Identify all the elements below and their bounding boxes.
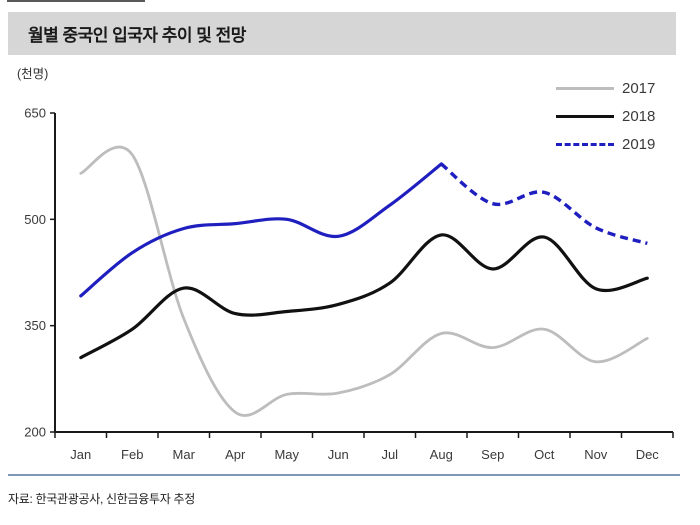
chart-title: 월별 중국인 입국자 추이 및 전망: [28, 26, 246, 45]
legend-line-2019: [556, 143, 614, 146]
series-2019-forecast-line: [440, 162, 648, 246]
y-tick-label: 650: [24, 106, 46, 121]
series-2017-line: [79, 145, 649, 417]
x-tick-label: Oct: [534, 447, 555, 462]
x-tick-label: Aug: [430, 447, 453, 462]
y-tick-label: 350: [24, 318, 46, 333]
y-tick-label: 500: [24, 212, 46, 227]
y-axis-unit-label: (천명): [17, 67, 49, 81]
legend-line-2018: [556, 115, 614, 118]
legend-label-2017: 2017: [622, 80, 656, 97]
x-tick-label: Mar: [173, 447, 196, 462]
x-tick-label: Jan: [70, 447, 91, 462]
source-note: 자료: 한국관광공사, 신한금융투자 추정: [8, 492, 196, 506]
y-tick-label: 200: [24, 425, 46, 440]
chart-title-bar: 월별 중국인 입국자 추이 및 전망: [8, 12, 676, 55]
legend-label-2018: 2018: [622, 108, 656, 125]
legend-item-2019: 2019: [556, 136, 655, 153]
axes: [54, 113, 673, 433]
x-tick-label: Feb: [121, 447, 143, 462]
legend-label-2019: 2019: [622, 136, 656, 153]
x-tick-label: Dec: [636, 447, 660, 462]
legend-line-2017: [556, 87, 614, 90]
legend-item-2017: 2017: [556, 80, 655, 97]
x-tick-label: Jun: [328, 447, 349, 462]
footer-separator-line: [8, 474, 680, 476]
x-tick-label: Sep: [481, 447, 504, 462]
x-tick-label: May: [274, 447, 299, 462]
x-tick-label: Jul: [381, 447, 398, 462]
series-2018-line: [79, 233, 649, 360]
series-2019-actual-line: [79, 162, 443, 298]
x-tick-label: Apr: [225, 447, 246, 462]
legend: 2017 2018 2019: [556, 80, 655, 153]
legend-item-2018: 2018: [556, 108, 655, 125]
top-crop-strip: [7, 0, 145, 2]
x-tick-label: Nov: [584, 447, 608, 462]
